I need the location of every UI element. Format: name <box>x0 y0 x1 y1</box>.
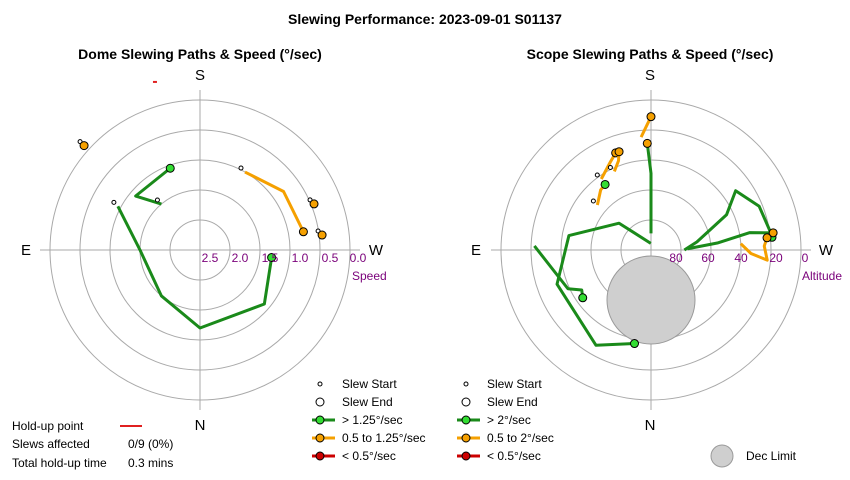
scope-chart: Scope Slewing Paths & Speed (°/sec) S N … <box>471 46 842 434</box>
scope-legend-fast-marker <box>461 415 471 425</box>
scope-dir-bottom: N <box>645 417 656 434</box>
dome-slew-end-4 <box>317 230 327 240</box>
scope-slew-end-1 <box>630 339 640 349</box>
dome-dir-top: S <box>195 67 205 84</box>
dome-tick-3: 1.0 <box>292 251 309 265</box>
holdup-slews-label: Slews affected <box>12 437 90 451</box>
dome-slew-start-1 <box>154 197 160 203</box>
scope-dir-top: S <box>645 67 655 84</box>
dome-slew-start-0 <box>111 199 117 205</box>
dome-grid <box>40 90 360 410</box>
scope-slew-start-2 <box>590 198 596 204</box>
scope-tick-4: 0 <box>802 251 809 265</box>
dome-legend-slow: < 0.5°/sec <box>342 449 396 463</box>
scope-slew-end-8 <box>768 228 778 238</box>
scope-chart-title: Scope Slewing Paths & Speed (°/sec) <box>527 46 774 62</box>
dome-slew-end-5 <box>79 141 89 151</box>
scope-tick-2: 40 <box>734 251 748 265</box>
scope-paths <box>533 112 778 349</box>
scope-tick-0: 80 <box>669 251 683 265</box>
dome-legend-end-marker <box>315 397 325 407</box>
page-title: Slewing Performance: 2023-09-01 S01137 <box>288 11 562 27</box>
dome-legend-fast: > 1.25°/sec <box>342 413 403 427</box>
dec-limit-legend-marker <box>710 444 734 468</box>
scope-grid <box>491 90 811 410</box>
dome-legend-medium: 0.5 to 1.25°/sec <box>342 431 426 445</box>
dome-legend-slow-marker <box>315 451 325 461</box>
dome-slew-end-3 <box>309 199 319 209</box>
dome-legend-start: Slew Start <box>342 377 397 391</box>
dome-path-1 <box>134 167 172 206</box>
scope-legend-slow: < 0.5°/sec <box>487 449 541 463</box>
dome-tick-0: 2.5 <box>202 251 219 265</box>
dome-path-0 <box>116 205 274 330</box>
scope-slew-end-9 <box>762 233 772 243</box>
dome-dir-bottom: N <box>195 417 206 434</box>
scope-legend-end: Slew End <box>487 395 538 409</box>
scope-dir-left: E <box>471 242 481 259</box>
scope-legend-medium: 0.5 to 2°/sec <box>487 431 554 445</box>
scope-radial-label: Altitude <box>802 269 842 283</box>
dec-limit-circle <box>606 255 696 345</box>
dome-tick-5: 0.0 <box>350 251 367 265</box>
dome-legend-start-marker <box>317 381 323 387</box>
dome-legend: Slew Start Slew End > 1.25°/sec 0.5 to 1… <box>312 377 426 463</box>
dome-tick-2: 1.5 <box>262 251 279 265</box>
dome-slew-end-2 <box>298 227 308 237</box>
scope-slew-end-2 <box>600 179 610 189</box>
dec-limit-legend-label: Dec Limit <box>746 449 797 463</box>
dome-slew-end-1 <box>165 163 175 173</box>
scope-path-1 <box>555 221 652 347</box>
dome-slew-start-2 <box>238 165 244 171</box>
dome-path-2 <box>244 170 305 233</box>
holdup-time-label: Total hold-up time <box>12 456 107 470</box>
dome-slew-end-0 <box>267 253 277 263</box>
holdup-legend-label: Hold-up point <box>12 419 84 433</box>
dome-chart-title: Dome Slewing Paths & Speed (°/sec) <box>78 46 322 62</box>
holdup-time-value: 0.3 mins <box>128 456 173 470</box>
dome-tick-4: 0.5 <box>322 251 339 265</box>
scope-tick-3: 20 <box>769 251 783 265</box>
scope-slew-end-4 <box>614 147 624 157</box>
scope-legend: Slew Start Slew End > 2°/sec 0.5 to 2°/s… <box>457 377 797 468</box>
dome-dir-left: E <box>21 242 31 259</box>
scope-legend-start-marker <box>463 381 469 387</box>
scope-dir-right: W <box>819 242 834 259</box>
scope-path-8 <box>687 231 774 251</box>
scope-legend-start: Slew Start <box>487 377 542 391</box>
scope-slew-end-6 <box>578 293 588 303</box>
dome-legend-medium-marker <box>315 433 325 443</box>
scope-legend-medium-marker <box>461 433 471 443</box>
scope-legend-end-marker <box>461 397 471 407</box>
scope-legend-fast: > 2°/sec <box>487 413 531 427</box>
dome-paths <box>77 80 327 330</box>
scope-slew-start-3 <box>594 172 600 178</box>
dome-legend-fast-marker <box>315 415 325 425</box>
dome-radial-label: Speed <box>352 269 387 283</box>
dome-chart: Dome Slewing Paths & Speed (°/sec) S N E… <box>21 46 387 434</box>
scope-slew-end-0 <box>642 138 652 148</box>
dome-tick-1: 2.0 <box>232 251 249 265</box>
scope-slew-end-5 <box>646 112 656 122</box>
dome-dir-right: W <box>369 242 384 259</box>
dome-legend-end: Slew End <box>342 395 393 409</box>
scope-path-7 <box>683 189 774 252</box>
scope-slew-start-4 <box>607 164 613 170</box>
scope-tick-1: 60 <box>701 251 715 265</box>
scope-path-0 <box>645 143 653 234</box>
holdup-slews-value: 0/9 (0%) <box>128 437 173 451</box>
scope-legend-slow-marker <box>461 451 471 461</box>
scope-path-9 <box>739 237 769 262</box>
holdup-info: Hold-up point Slews affected 0/9 (0%) To… <box>12 419 173 470</box>
